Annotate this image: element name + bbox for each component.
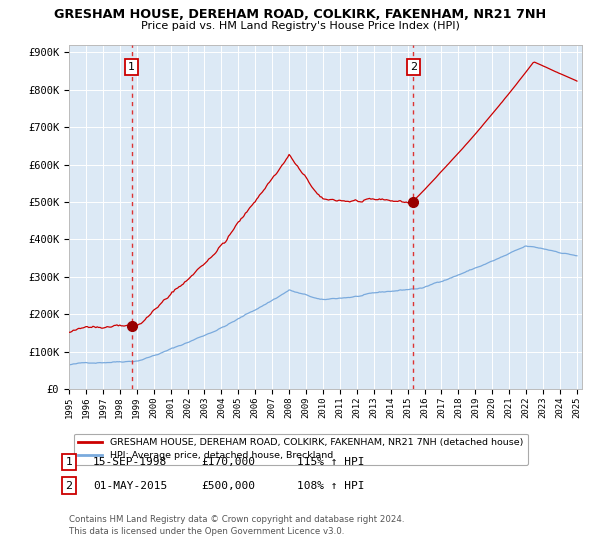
Legend: GRESHAM HOUSE, DEREHAM ROAD, COLKIRK, FAKENHAM, NR21 7NH (detached house), HPI: : GRESHAM HOUSE, DEREHAM ROAD, COLKIRK, FA… — [74, 433, 528, 465]
Text: 01-MAY-2015: 01-MAY-2015 — [93, 480, 167, 491]
Text: 115% ↑ HPI: 115% ↑ HPI — [297, 457, 365, 467]
Text: 1: 1 — [128, 62, 136, 72]
Text: Contains HM Land Registry data © Crown copyright and database right 2024.: Contains HM Land Registry data © Crown c… — [69, 515, 404, 524]
Text: 108% ↑ HPI: 108% ↑ HPI — [297, 480, 365, 491]
Text: 15-SEP-1998: 15-SEP-1998 — [93, 457, 167, 467]
Text: GRESHAM HOUSE, DEREHAM ROAD, COLKIRK, FAKENHAM, NR21 7NH: GRESHAM HOUSE, DEREHAM ROAD, COLKIRK, FA… — [54, 8, 546, 21]
Text: Price paid vs. HM Land Registry's House Price Index (HPI): Price paid vs. HM Land Registry's House … — [140, 21, 460, 31]
Text: This data is licensed under the Open Government Licence v3.0.: This data is licensed under the Open Gov… — [69, 528, 344, 536]
Text: 2: 2 — [65, 480, 73, 491]
Text: 1: 1 — [65, 457, 73, 467]
Text: £500,000: £500,000 — [201, 480, 255, 491]
Text: 2: 2 — [410, 62, 417, 72]
Text: £170,000: £170,000 — [201, 457, 255, 467]
